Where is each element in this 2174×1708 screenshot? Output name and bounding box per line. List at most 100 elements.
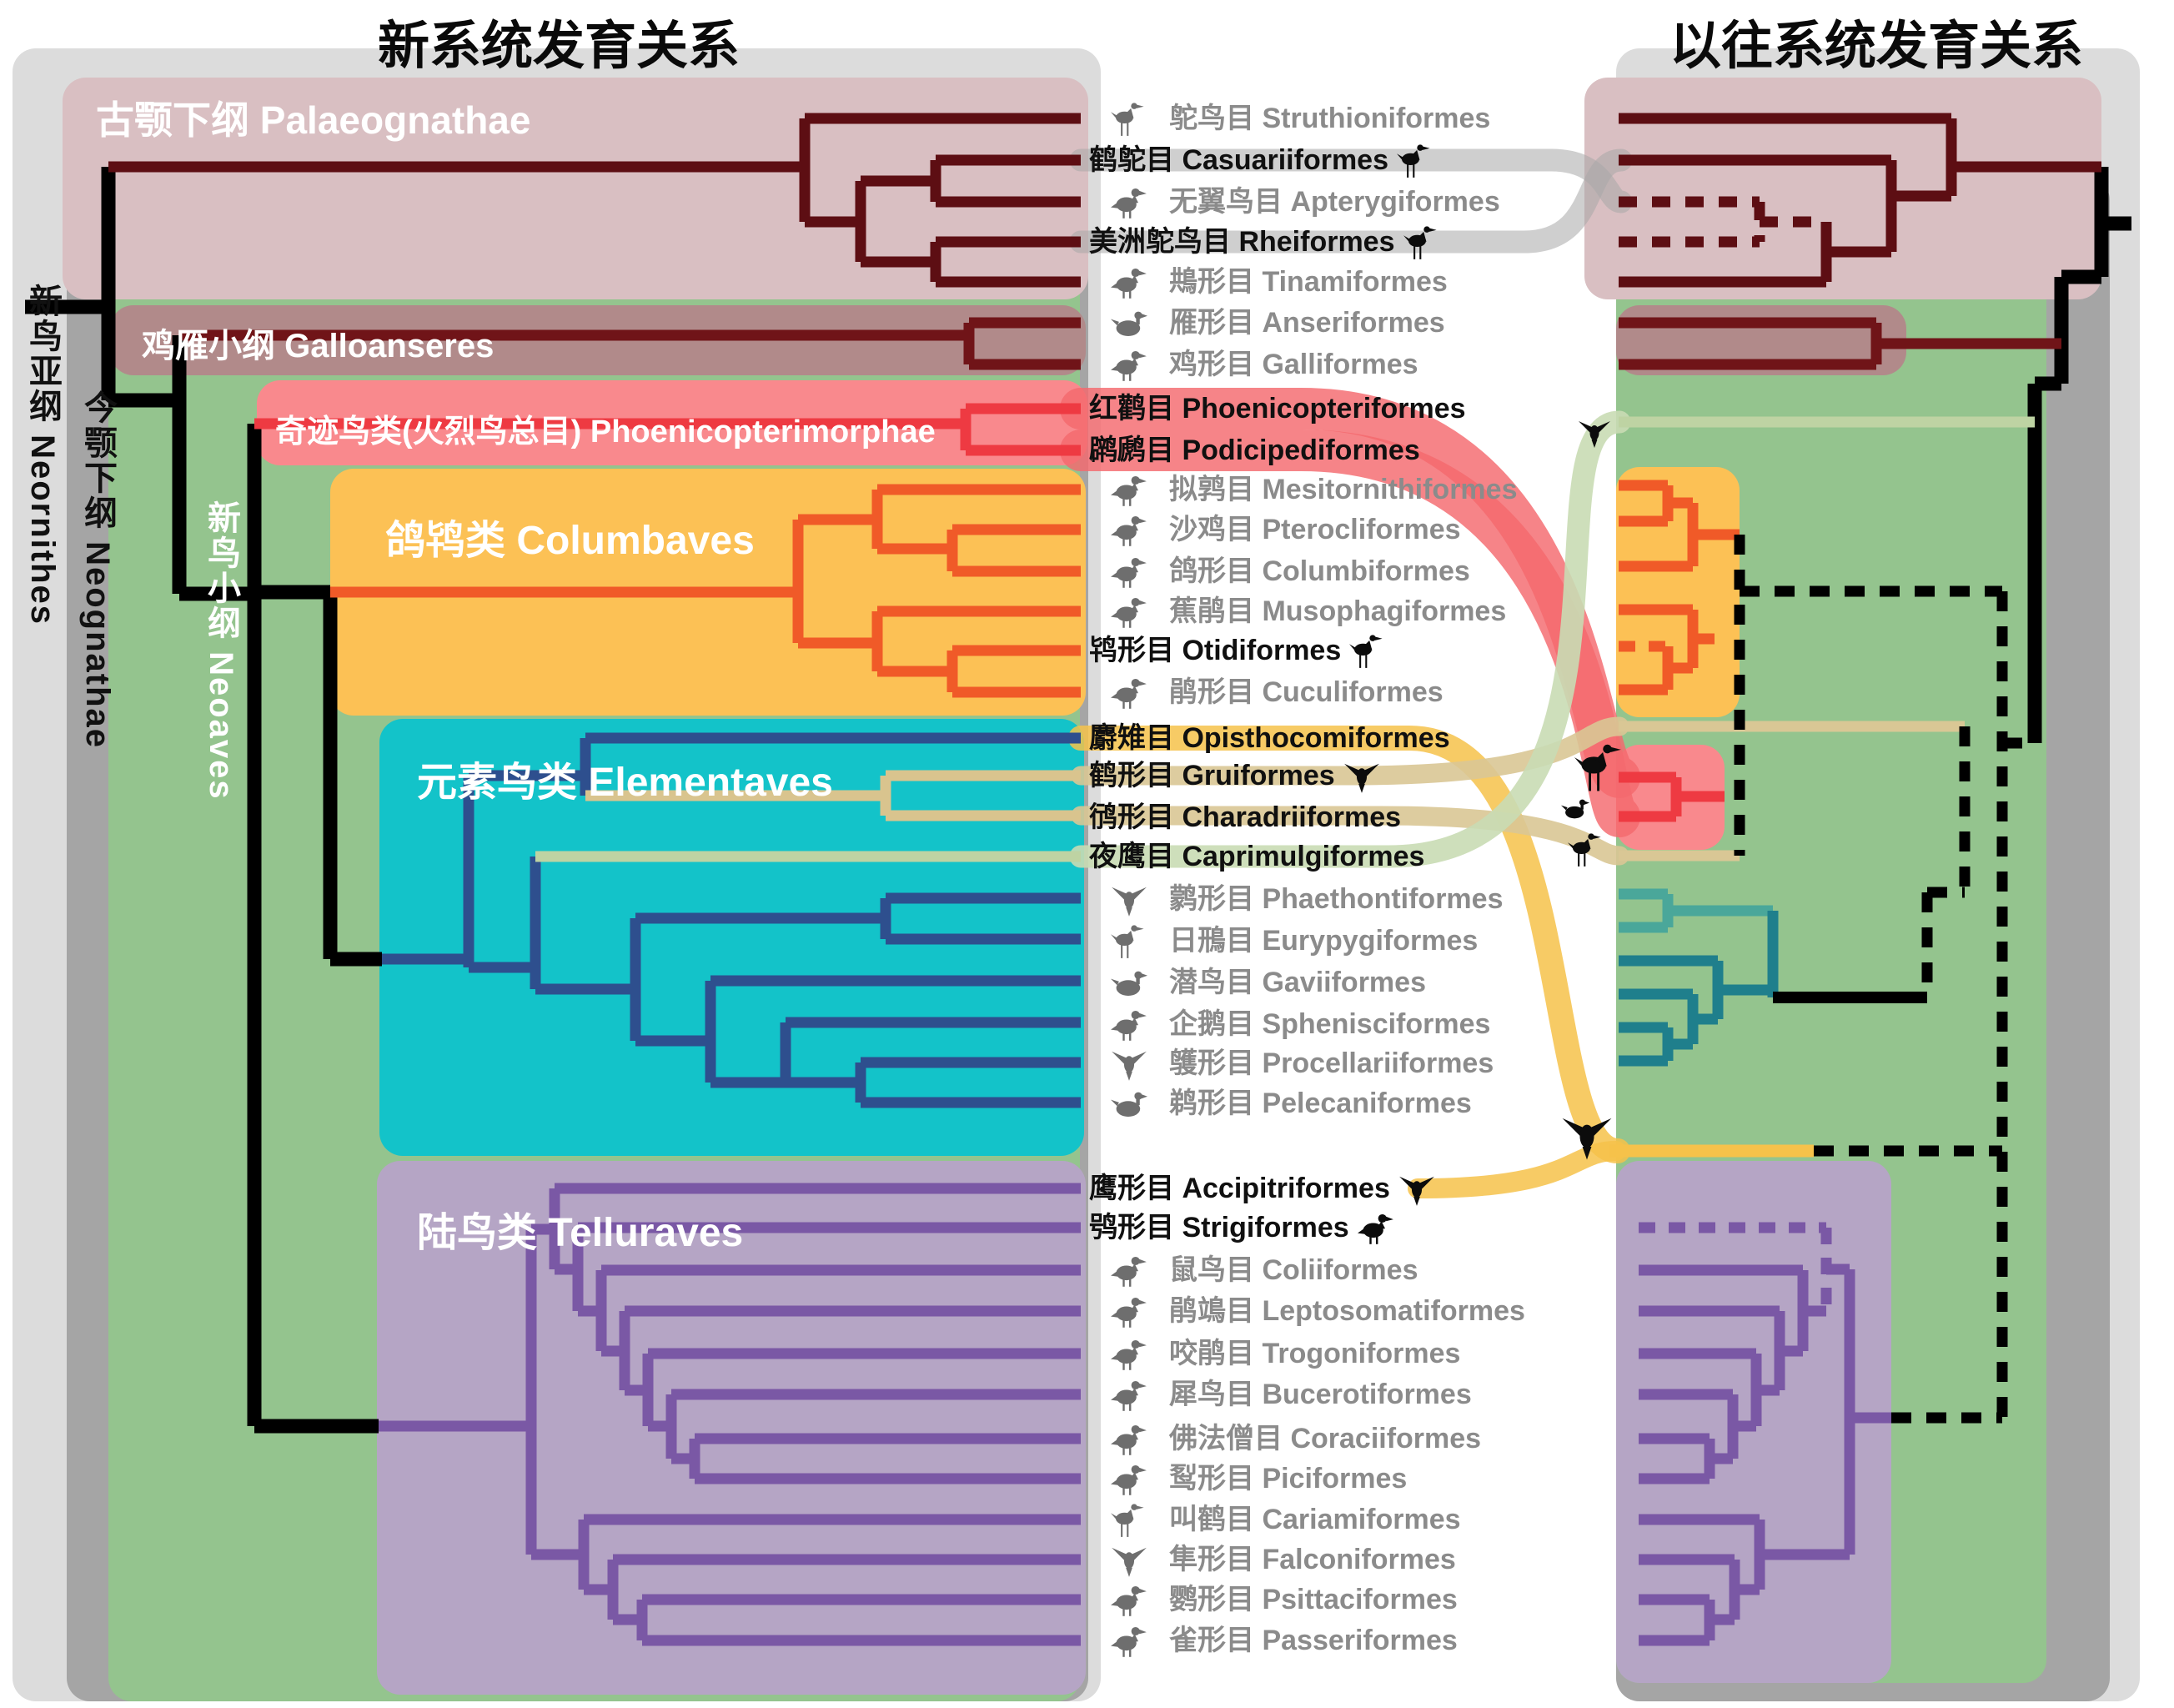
owl-icon: [1349, 1209, 1403, 1246]
order-row-leptosomatiformes: 鹃鴗目 Leptosomatiformes: [1089, 1292, 1639, 1330]
ribbon-accipitriformes: [1408, 1141, 1626, 1198]
order-label: 犀鸟目 Bucerotiformes: [1169, 1379, 1472, 1410]
order-row-strigiformes: 鸮形目 Strigiformes: [1089, 1208, 1639, 1247]
order-row-pelecaniformes: 鹈形目 Pelecaniformes: [1089, 1084, 1639, 1123]
order-row-otidiformes: 鸨形目 Otidiformes: [1089, 631, 1639, 670]
right-palaeognathae-tree-uncertain: [1619, 196, 1826, 248]
order-label: 日鳽目 Eurypygiformes: [1169, 925, 1479, 957]
sunbittern-icon: [1089, 922, 1169, 959]
neornithes-label: 新鸟亚纲 Neornithes: [24, 284, 61, 626]
telluraves-label: 陆鸟类 Telluraves: [417, 1211, 744, 1255]
neoaves-label: 新鸟小纲 Neoaves: [203, 500, 239, 801]
woodpecker-icon: [1089, 1460, 1169, 1497]
order-row-caprimulgiformes: 夜鹰目 Caprimulgiformes: [1089, 837, 1639, 876]
order-label: 鸵鸟目 Struthioniformes: [1169, 103, 1491, 134]
right-uncertain-network: [1734, 535, 2035, 1424]
order-row-passeriformes: 雀形目 Passeriformes: [1089, 1621, 1639, 1660]
ribbon-podicipediformes: [1060, 430, 1640, 837]
left-phoenicopterimorphae-tree: [254, 403, 1081, 456]
order-label: 拟鹑目 Mesitornithiformes: [1169, 474, 1518, 505]
seriema-icon: [1089, 1501, 1169, 1538]
order-row-falconiformes: 隼形目 Falconiformes: [1089, 1540, 1639, 1579]
left-columbaves-tree: [330, 484, 1081, 698]
right-galloanseres-tree: [1619, 317, 2061, 370]
order-row-trogoniformes: 咬鹃目 Trogoniformes: [1089, 1334, 1639, 1373]
order-label: 夜鹰目 Caprimulgiformes: [1089, 841, 1425, 872]
order-label: 鸡形目 Galliformes: [1169, 349, 1418, 380]
order-label: 鹲形目 Phaethontiformes: [1169, 883, 1504, 915]
right-flamingo-grebe-old-tree: [1619, 771, 1725, 822]
trogon-icon: [1089, 1335, 1169, 1372]
order-label: 鹤形目 Gruiformes: [1089, 760, 1335, 791]
order-row-psittaciformes: 鹦形目 Psittaciformes: [1089, 1580, 1639, 1619]
order-row-procellariiformes: 鹱形目 Procellariiformes: [1089, 1044, 1639, 1083]
order-row-galliformes: 鸡形目 Galliformes: [1089, 345, 1639, 384]
elementaves-label: 元素鸟类 Elementaves: [417, 761, 833, 805]
order-label: 叫鹤目 Cariamiformes: [1169, 1504, 1461, 1535]
order-row-phaethontiformes: 鹲形目 Phaethontiformes: [1089, 880, 1639, 918]
right-spine: [2027, 167, 2131, 743]
cuckoo-roller-icon: [1089, 1293, 1169, 1329]
order-row-charadriiformes: 鸻形目 Charadriiformes: [1089, 798, 1639, 836]
order-label: 鹦形目 Psittaciformes: [1169, 1584, 1458, 1615]
order-label: 沙鸡目 Pterocliformes: [1169, 514, 1461, 545]
order-row-gruiformes: 鹤形目 Gruiformes: [1089, 756, 1639, 795]
order-row-casuariiformes: 鹤鸵目 Casuariiformes: [1089, 141, 1639, 179]
albatross-icon: [1089, 1045, 1169, 1082]
loon-icon: [1089, 964, 1169, 1001]
order-row-musophagiformes: 蕉鹃目 Musophagiformes: [1089, 592, 1639, 630]
turaco-icon: [1089, 593, 1169, 630]
falcon-icon: [1089, 1541, 1169, 1578]
ribbon-charadriiformes: [1071, 806, 1629, 866]
order-label: 无翼鸟目 Apterygiformes: [1169, 186, 1500, 218]
mesite-icon: [1089, 471, 1169, 508]
order-row-struthioniformes: 鸵鸟目 Struthioniformes: [1089, 99, 1639, 138]
order-label: 麝雉目 Opisthocomiformes: [1089, 722, 1450, 754]
order-label: 鸻形目 Charadriiformes: [1089, 801, 1402, 833]
order-row-coliiformes: 鼠鸟目 Coliiformes: [1089, 1251, 1639, 1289]
order-label: 鸽形目 Columbiformes: [1169, 555, 1470, 587]
right-columbaves-old-tree: [1619, 480, 1740, 696]
passerine-icon: [1089, 1622, 1169, 1659]
ribbon-rheiformes: [1069, 148, 1633, 254]
columbaves-label: 鸽鸨类 Columbaves: [385, 519, 755, 563]
left-title: 新系统发育关系: [377, 18, 740, 75]
mousebird-icon: [1089, 1252, 1169, 1289]
order-label: 咬鹃目 Trogoniformes: [1169, 1338, 1461, 1369]
right-waterbirds-old-upper: [1619, 888, 1773, 933]
pigeon-icon: [1089, 553, 1169, 590]
ribbon-caprimulgiformes: [1069, 410, 1631, 868]
order-row-coraciiformes: 佛法僧目 Coraciiformes: [1089, 1419, 1639, 1458]
order-label: 鹃鴗目 Leptosomatiformes: [1169, 1295, 1525, 1327]
sandgrouse-icon: [1089, 511, 1169, 548]
order-row-gaviiformes: 潜鸟目 Gaviiformes: [1089, 963, 1639, 1002]
cuckoo-icon: [1089, 674, 1169, 711]
order-label: 鹰形目 Accipitriformes: [1089, 1173, 1390, 1204]
left-telluraves-tree: [379, 1183, 1081, 1646]
order-label: 䴙䴘目 Podicipediformes: [1089, 435, 1420, 466]
goose-icon: [1089, 304, 1169, 341]
left-spine: [25, 167, 382, 1434]
order-row-rheiformes: 美洲鸵鸟目 Rheiformes: [1089, 223, 1639, 261]
order-row-anseriformes: 雁形目 Anseriformes: [1089, 304, 1639, 342]
tropicbird-icon: [1089, 881, 1169, 917]
ostrich-icon: [1089, 100, 1169, 137]
order-row-tinamiformes: 䳍形目 Tinamiformes: [1089, 263, 1639, 301]
order-row-opisthocomiformes: 麝雉目 Opisthocomiformes: [1089, 719, 1639, 757]
order-label: 隼形目 Falconiformes: [1169, 1544, 1456, 1575]
left-galloanseres-tree: [179, 317, 1081, 370]
cassowary-icon: [1388, 142, 1442, 178]
order-label: 鸨形目 Otidiformes: [1089, 635, 1342, 666]
phoenicopterimorphae-label: 奇迹鸟类(火烈鸟总目) Phoenicopterimorphae: [275, 414, 936, 450]
pelican-icon: [1089, 1085, 1169, 1122]
bustard-icon: [1341, 632, 1394, 669]
right-palaeognathae-tree: [1619, 113, 2101, 288]
rooster-icon: [1089, 346, 1169, 383]
galloanseres-label: 鸡雁小纲 Galloanseres: [142, 328, 495, 364]
order-row-piciformes: 䴕形目 Piciformes: [1089, 1459, 1639, 1498]
order-row-accipitriformes: 鹰形目 Accipitriformes: [1089, 1169, 1639, 1208]
kiwi-icon: [1089, 183, 1169, 220]
right-waterbirds-old-lower: [1619, 911, 1779, 1067]
order-label: 鹈形目 Pelecaniformes: [1169, 1088, 1472, 1119]
